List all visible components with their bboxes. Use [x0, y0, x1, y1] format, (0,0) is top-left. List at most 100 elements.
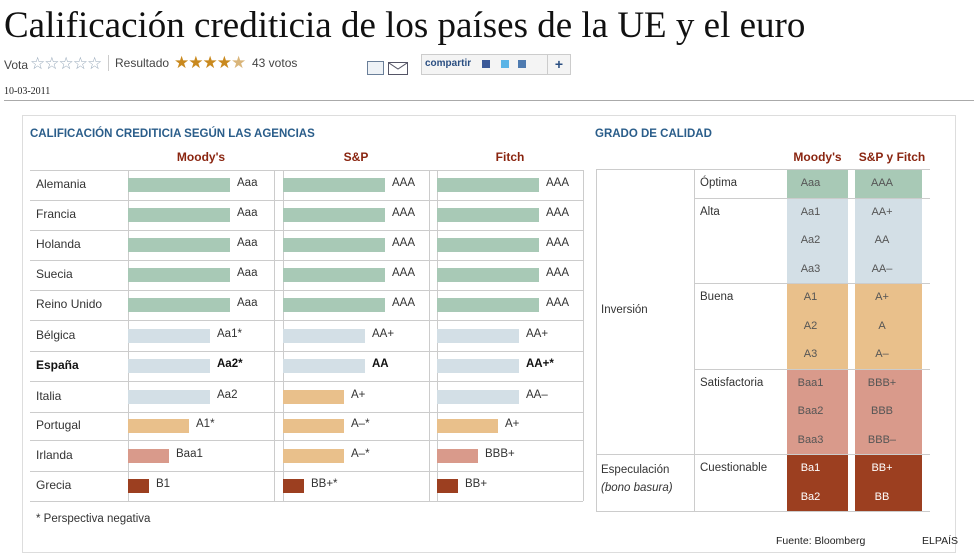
rating-bar — [128, 419, 189, 433]
country-label: Bélgica — [36, 327, 76, 342]
more-share-button[interactable]: + — [547, 54, 571, 75]
rating-bar — [128, 448, 169, 463]
grade-moodys: Aa3 — [800, 262, 821, 275]
rating-label: Aaa — [237, 267, 258, 279]
rating-label: Aaa — [237, 177, 258, 189]
grade-moodys: Ba1 — [800, 462, 821, 474]
grade-cell — [855, 197, 922, 226]
grade-label: Buena — [700, 291, 734, 303]
country-label: Italia — [36, 388, 62, 403]
grade-moodys: Baa1 — [797, 376, 824, 389]
rating-bar — [437, 448, 478, 463]
facebook-icon[interactable] — [482, 60, 490, 68]
grade-cell — [787, 311, 848, 340]
rating-label: Aa2 — [217, 388, 238, 401]
grade-moodys: Aaa — [800, 177, 821, 189]
rating-bar — [128, 208, 230, 222]
source-note: Fuente: Bloomberg — [776, 535, 866, 547]
rating-bar — [283, 298, 385, 312]
rating-label: AAA — [392, 237, 416, 249]
category-divider — [596, 169, 694, 170]
grade-sp: AAA — [870, 177, 893, 189]
rating-bar — [283, 479, 304, 493]
col-grade-moodys: Moody's — [793, 150, 842, 164]
rating-bar — [283, 268, 385, 282]
grade-divider — [694, 169, 930, 170]
grade-label: Satisfactoria — [700, 376, 764, 389]
grade-divider — [694, 454, 930, 455]
col-divider — [274, 170, 275, 501]
rating-bar — [128, 479, 149, 493]
grade-label: Cuestionable — [700, 462, 768, 474]
grade-divider — [694, 197, 930, 199]
rating-bar — [128, 389, 210, 404]
grade-cell — [855, 311, 922, 340]
grade-moodys: A3 — [803, 348, 818, 360]
grade-cell — [787, 197, 848, 226]
category-sublabel: (bono basura) — [601, 482, 673, 494]
grade-cell — [855, 454, 922, 483]
rating-label: Aaa — [237, 237, 258, 249]
country-label: Grecia — [36, 478, 72, 492]
grade-sp: BBB — [870, 405, 893, 417]
rating-label: AA+ — [526, 327, 549, 340]
rating-label: A+ — [351, 388, 366, 401]
grade-sp: BBB– — [867, 433, 897, 446]
rating-bar — [437, 328, 519, 343]
col-moodys: Moody's — [176, 150, 226, 164]
bookmark-icon[interactable] — [518, 60, 526, 68]
row-divider — [30, 471, 583, 472]
grade-cell — [787, 397, 848, 426]
rating-bar — [437, 268, 539, 282]
country-label: Irlanda — [36, 447, 73, 462]
rating-bar — [128, 178, 230, 192]
grade-cell — [787, 283, 848, 312]
rating-bar — [437, 238, 539, 252]
country-label: Francia — [36, 207, 77, 221]
row-divider — [30, 440, 583, 441]
rating-bar — [128, 359, 210, 373]
share-button[interactable]: compartir — [425, 58, 472, 69]
grade-cell — [787, 254, 848, 283]
row-divider — [30, 260, 583, 261]
row-divider — [30, 501, 583, 502]
grade-cell — [855, 482, 922, 511]
page-title: Calificación crediticia de los países de… — [4, 5, 806, 46]
rating-label: AAA — [546, 207, 570, 219]
grade-sp: AA — [874, 234, 890, 246]
divider — [108, 55, 109, 71]
row-divider — [30, 320, 583, 321]
rating-bar — [283, 359, 365, 373]
brand-label: ELPAÍS — [922, 535, 958, 547]
rating-label: AAA — [546, 177, 570, 189]
grade-sp: BB+ — [871, 462, 893, 474]
table-bottom — [596, 511, 930, 512]
country-label: España — [36, 358, 79, 372]
vote-stars[interactable]: ☆☆☆☆☆ — [30, 54, 102, 73]
rating-label: AA– — [526, 388, 548, 401]
rating-label: AAA — [546, 237, 570, 249]
table-divider — [596, 169, 597, 511]
grade-cell — [787, 169, 848, 198]
twitter-icon[interactable] — [501, 60, 509, 68]
print-icon[interactable] — [367, 61, 384, 75]
grade-sp: A+ — [875, 291, 889, 303]
country-label: Suecia — [36, 267, 73, 281]
grade-cell — [787, 425, 848, 454]
rating-label: A+ — [505, 418, 520, 430]
rating-label: AAA — [392, 177, 416, 189]
email-icon[interactable] — [388, 62, 408, 75]
grade-cell — [855, 226, 922, 255]
grade-moodys: Aa1 — [800, 205, 821, 218]
col-sp: S&P — [343, 150, 369, 164]
quality-title: GRADO DE CALIDAD — [595, 128, 712, 140]
grade-sp: BB — [874, 490, 890, 503]
grade-sp: A — [878, 319, 886, 332]
rating-bar — [437, 389, 519, 404]
grade-cell — [787, 340, 848, 369]
rating-bar — [283, 208, 385, 222]
rating-label: B1 — [156, 478, 171, 490]
table-divider — [694, 169, 695, 511]
grade-sp: AA– — [871, 262, 893, 275]
rating-label: A–* — [351, 447, 370, 460]
